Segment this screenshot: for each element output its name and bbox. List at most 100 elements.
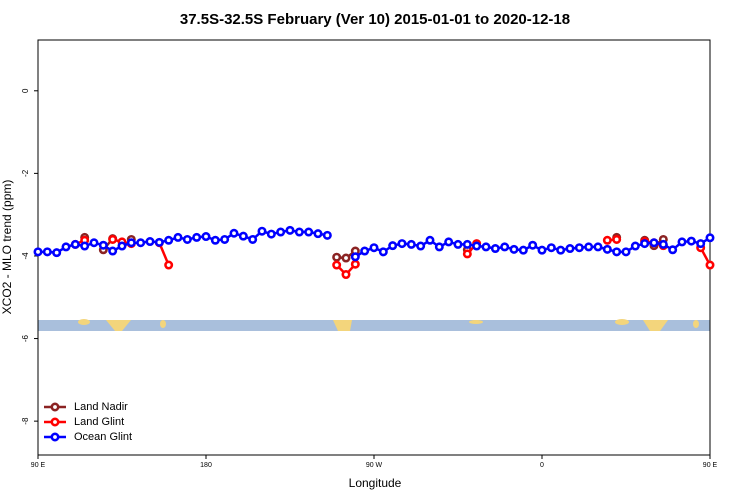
data-point	[369, 243, 379, 253]
data-point	[182, 234, 192, 244]
chart-title: 37.5S-32.5S February (Ver 10) 2015-01-01…	[180, 11, 570, 28]
data-point	[481, 242, 491, 252]
data-point	[266, 229, 276, 239]
data-point	[145, 237, 155, 247]
legend: Land Nadir Land Glint Ocean Glint	[44, 401, 132, 443]
data-point	[108, 246, 118, 256]
x-tick-label: 180	[200, 462, 212, 469]
legend-marker	[50, 402, 60, 412]
data-point	[52, 248, 62, 258]
data-point	[500, 242, 510, 252]
data-point	[332, 260, 342, 270]
data-point	[33, 247, 43, 257]
data-point	[350, 259, 360, 269]
data-point	[677, 237, 687, 247]
data-point	[696, 239, 706, 249]
data-point	[388, 241, 398, 251]
data-point	[322, 230, 332, 240]
data-point	[565, 244, 575, 254]
data-point	[173, 232, 183, 242]
data-point	[257, 226, 267, 236]
data-point	[602, 235, 612, 245]
data-point	[668, 245, 678, 255]
data-point	[341, 270, 351, 280]
data-point	[574, 243, 584, 253]
data-point	[80, 241, 90, 251]
data-point	[472, 241, 482, 251]
data-point	[89, 238, 99, 248]
data-point	[192, 232, 202, 242]
data-point	[453, 239, 463, 249]
data-point	[201, 232, 211, 242]
data-point	[434, 242, 444, 252]
legend-label: Land Nadir	[74, 401, 128, 413]
data-point	[444, 237, 454, 247]
data-point	[378, 247, 388, 257]
data-point	[42, 247, 52, 257]
data-point	[556, 245, 566, 255]
data-point	[705, 233, 715, 243]
data-point	[462, 239, 472, 249]
data-point	[210, 235, 220, 245]
data-point	[490, 244, 500, 254]
data-point	[70, 239, 80, 249]
legend-label: Land Glint	[74, 416, 124, 428]
data-point	[313, 229, 323, 239]
y-tick-label: -2	[21, 169, 30, 177]
data-point	[61, 242, 71, 252]
data-point	[350, 252, 360, 262]
data-point	[686, 236, 696, 246]
x-tick-label: 90 E	[703, 462, 718, 469]
data-point	[640, 239, 650, 249]
data-point	[117, 241, 127, 251]
data-point	[285, 225, 295, 235]
data-point	[416, 241, 426, 251]
data-point	[509, 244, 519, 254]
legend-marker	[50, 417, 60, 427]
series	[33, 225, 715, 262]
data-point	[546, 243, 556, 253]
data-point	[630, 241, 640, 251]
y-tick-label: 0	[21, 88, 30, 93]
data-point	[341, 253, 351, 263]
data-point	[220, 234, 230, 244]
y-tick-label: -6	[21, 334, 30, 342]
data-point	[126, 238, 136, 248]
data-point	[164, 235, 174, 245]
data-point	[98, 240, 108, 250]
data-point	[518, 245, 528, 255]
data-point	[528, 240, 538, 250]
data-point	[705, 260, 715, 270]
data-point	[621, 247, 631, 257]
data-point	[584, 242, 594, 252]
y-axis-label: XCO2 - MLO trend (ppm)	[0, 180, 14, 315]
data-point	[658, 239, 668, 249]
x-tick-label: 90 E	[31, 462, 46, 469]
data-point	[304, 227, 314, 237]
data-point	[332, 252, 342, 262]
data-point	[537, 245, 547, 255]
data-point	[649, 238, 659, 248]
legend-marker	[50, 432, 60, 442]
x-tick-label: 0	[540, 462, 544, 469]
data-point	[164, 260, 174, 270]
data-point	[593, 242, 603, 252]
data-point	[612, 247, 622, 257]
data-point	[406, 239, 416, 249]
data-point	[462, 249, 472, 259]
map-strip	[38, 319, 710, 331]
data-point	[238, 231, 248, 241]
y-tick-label: -8	[21, 417, 30, 425]
data-point	[612, 234, 622, 244]
x-tick-label: 90 W	[366, 462, 383, 469]
data-point	[248, 234, 258, 244]
y-tick-label: -4	[21, 252, 30, 260]
x-axis-label: Longitude	[349, 476, 402, 490]
data-point	[360, 246, 370, 256]
data-point	[229, 228, 239, 238]
data-point	[397, 239, 407, 249]
data-point	[108, 234, 118, 244]
data-point	[154, 237, 164, 247]
data-point	[276, 227, 286, 237]
